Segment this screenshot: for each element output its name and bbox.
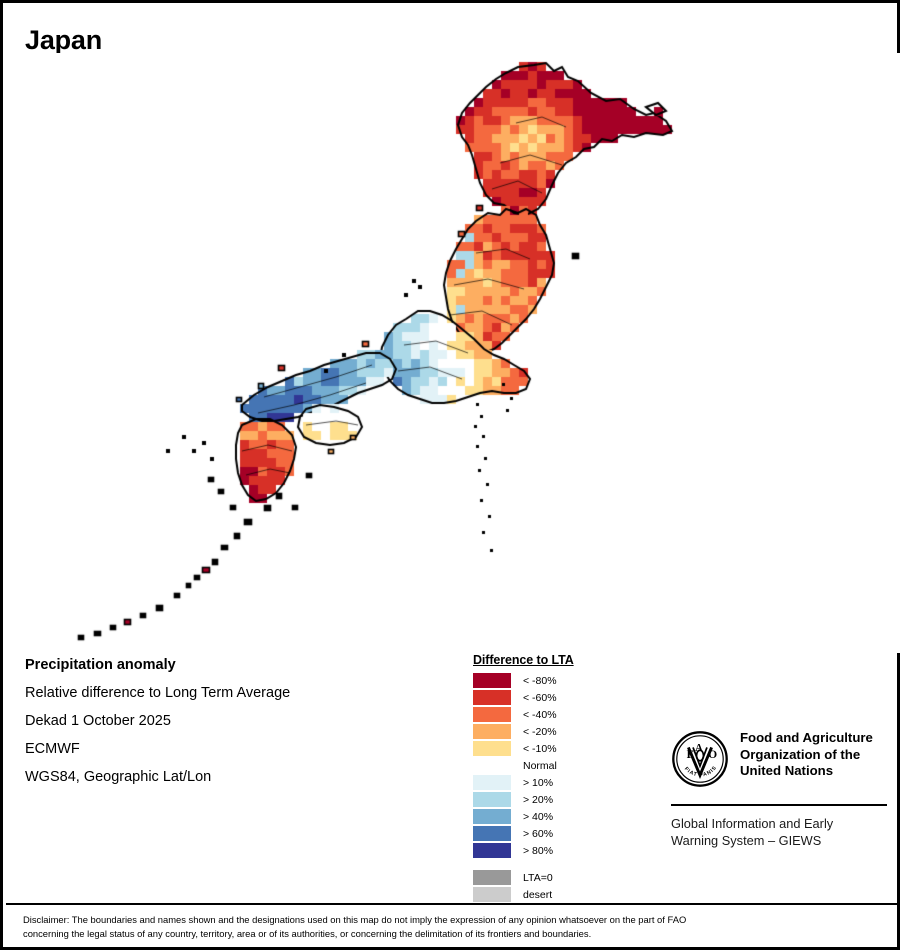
map-area[interactable] <box>6 53 900 653</box>
svg-text:A: A <box>695 743 703 754</box>
legend-label: < -60% <box>523 691 557 704</box>
legend-swatch <box>473 826 511 841</box>
legend-label: < -80% <box>523 674 557 687</box>
legend-extra-entries: LTA=0 desert <box>473 869 653 903</box>
legend-entry-8: > 40% <box>473 808 653 825</box>
map-legend: Difference to LTA < -80% < -60% < -40% < -2… <box>473 653 653 903</box>
disclaimer-text: Disclaimer: The boundaries and names sho… <box>23 913 883 941</box>
legend-label: > 60% <box>523 827 554 840</box>
legend-label: < -10% <box>523 742 557 755</box>
svg-text:O: O <box>708 748 717 761</box>
fao-divider <box>671 804 887 806</box>
legend-swatch <box>473 870 511 885</box>
legend-entry-1: < -60% <box>473 689 653 706</box>
legend-extra-0: LTA=0 <box>473 869 653 886</box>
legend-spacer <box>473 859 653 869</box>
legend-entry-10: > 80% <box>473 842 653 859</box>
legend-label: > 40% <box>523 810 554 823</box>
fao-name-line-1: Organization of the <box>740 746 861 762</box>
svg-text:F: F <box>687 748 694 761</box>
legend-label: Normal <box>523 759 557 772</box>
legend-entries: < -80% < -60% < -40% < -20% < -10% Normal > 10… <box>473 672 653 859</box>
legend-label: < -40% <box>523 708 557 721</box>
legend-swatch <box>473 724 511 739</box>
page-title: Japan <box>25 25 103 55</box>
caption-block: Precipitation anomaly Relative difference… <box>25 658 445 798</box>
giews-programme-name: Global Information and Early Warning Syst… <box>671 815 887 849</box>
legend-swatch <box>473 843 511 858</box>
legend-label: > 20% <box>523 793 554 806</box>
legend-swatch <box>473 707 511 722</box>
legend-entry-9: > 60% <box>473 825 653 842</box>
legend-label: < -20% <box>523 725 557 738</box>
caption-line-4: WGS84, Geographic Lat/Lon <box>25 769 212 785</box>
giews-line-0: Global Information and Early <box>671 816 834 831</box>
legend-label: > 80% <box>523 844 554 857</box>
caption-line-1: Relative difference to Long Term Average <box>25 685 291 701</box>
legend-entry-6: > 10% <box>473 774 653 791</box>
legend-swatch <box>473 809 511 824</box>
legend-swatch <box>473 887 511 902</box>
legend-entry-7: > 20% <box>473 791 653 808</box>
legend-title: Difference to LTA <box>473 653 574 667</box>
disclaimer-divider <box>6 903 900 905</box>
legend-entry-4: < -10% <box>473 740 653 757</box>
legend-swatch <box>473 690 511 705</box>
giews-line-1: Warning System – GIEWS <box>671 833 822 848</box>
legend-entry-0: < -80% <box>473 672 653 689</box>
fao-emblem-icon: F A O FIAT PANIS <box>671 730 729 793</box>
legend-swatch <box>473 775 511 790</box>
caption-line-2: Dekad 1 October 2025 <box>25 713 171 729</box>
legend-entry-2: < -40% <box>473 706 653 723</box>
disclaimer-line-1: concerning the legal status of any count… <box>23 928 592 939</box>
legend-label: desert <box>523 888 553 901</box>
legend-swatch <box>473 741 511 756</box>
legend-swatch <box>473 792 511 807</box>
legend-label: > 10% <box>523 776 554 789</box>
legend-entry-3: < -20% <box>473 723 653 740</box>
fao-branding: F A O FIAT PANIS Food and Agriculture Org… <box>671 730 887 849</box>
caption-line-3: ECMWF <box>25 741 80 757</box>
caption-line-0: Precipitation anomaly <box>25 657 176 673</box>
legend-extra-1: desert <box>473 886 653 903</box>
disclaimer-line-0: Disclaimer: The boundaries and names sho… <box>23 914 687 925</box>
legend-entry-5: Normal <box>473 757 653 774</box>
fao-name-line-0: Food and Agriculture <box>740 730 873 745</box>
fao-logo-row: F A O FIAT PANIS Food and Agriculture Org… <box>671 730 887 793</box>
fao-organization-name: Food and Agriculture Organization of the U… <box>740 730 873 780</box>
precipitation-anomaly-map[interactable] <box>6 53 900 653</box>
fao-name-line-2: United Nations <box>740 763 834 778</box>
legend-swatch <box>473 758 511 773</box>
legend-swatch <box>473 673 511 688</box>
legend-label: LTA=0 <box>523 871 553 884</box>
